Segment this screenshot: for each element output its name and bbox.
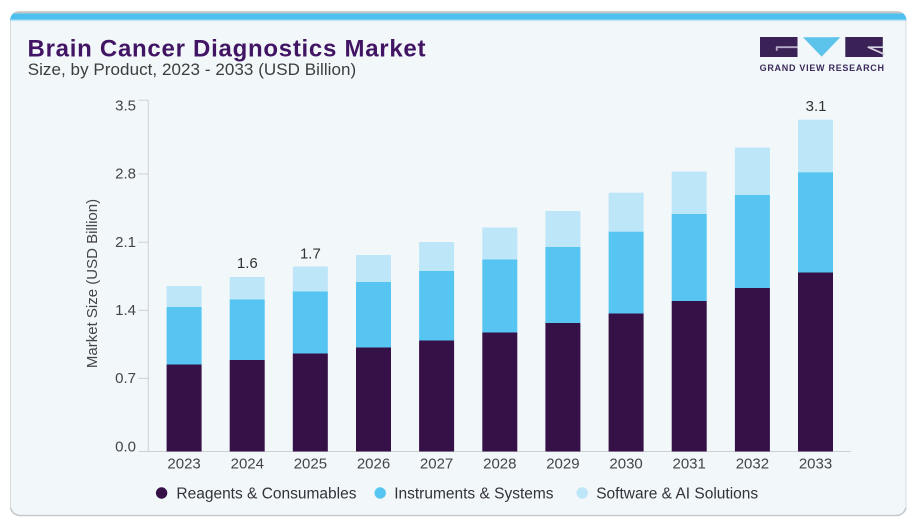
svg-text:2027: 2027 — [420, 455, 453, 472]
svg-text:2026: 2026 — [357, 455, 390, 472]
svg-text:2032: 2032 — [736, 455, 769, 472]
svg-text:GRAND VIEW RESEARCH: GRAND VIEW RESEARCH — [760, 63, 884, 73]
svg-text:Instruments & Systems: Instruments & Systems — [394, 486, 554, 503]
svg-text:2028: 2028 — [483, 455, 516, 472]
svg-text:Market Size (USD Billion): Market Size (USD Billion) — [84, 199, 101, 368]
svg-text:2023: 2023 — [167, 455, 200, 472]
svg-text:3.1: 3.1 — [806, 98, 827, 115]
svg-text:2025: 2025 — [294, 455, 327, 472]
svg-text:2.8: 2.8 — [115, 166, 136, 183]
svg-text:Size, by Product, 2023 - 2033: Size, by Product, 2023 - 2033 (USD Billi… — [28, 60, 357, 79]
svg-text:1.7: 1.7 — [300, 246, 321, 263]
svg-text:0.0: 0.0 — [115, 438, 136, 455]
svg-text:1.6: 1.6 — [237, 255, 258, 272]
svg-text:3.5: 3.5 — [115, 97, 136, 114]
svg-text:2029: 2029 — [546, 455, 579, 472]
svg-text:2031: 2031 — [673, 455, 706, 472]
svg-text:Software & AI Solutions: Software & AI Solutions — [596, 486, 758, 503]
svg-text:Brain Cancer Diagnostics Marke: Brain Cancer Diagnostics Market — [28, 35, 426, 62]
svg-text:2030: 2030 — [609, 455, 642, 472]
svg-text:2033: 2033 — [799, 455, 832, 472]
svg-text:2.1: 2.1 — [115, 234, 136, 251]
svg-text:0.7: 0.7 — [115, 370, 136, 387]
svg-text:Reagents & Consumables: Reagents & Consumables — [176, 486, 356, 503]
svg-text:1.4: 1.4 — [115, 302, 136, 319]
svg-text:2024: 2024 — [231, 455, 264, 472]
